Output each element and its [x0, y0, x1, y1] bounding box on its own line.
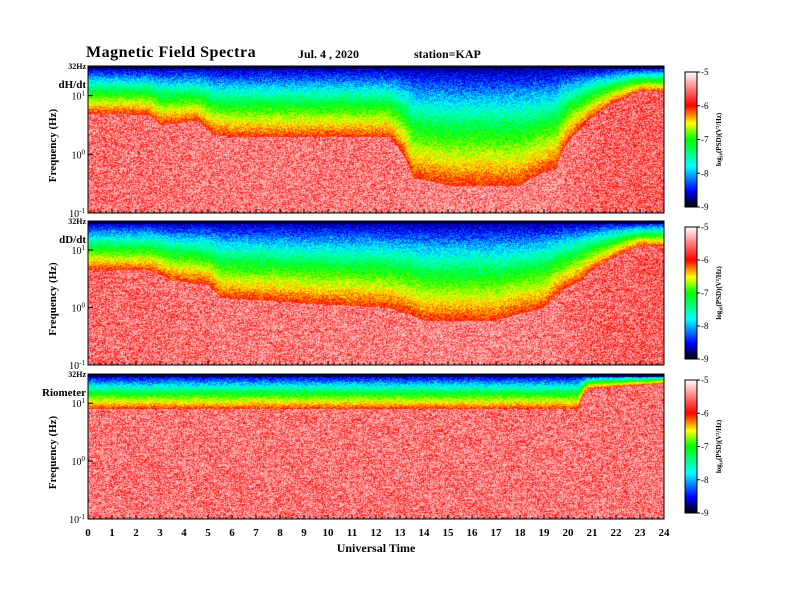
colorbar-tick-label: -5 [701, 222, 709, 232]
x-tick-label: 2 [133, 527, 139, 539]
colorbar-bar [684, 379, 698, 514]
y-tick-label: 10-1 [69, 207, 85, 220]
y-tick-label-top: 32Hz [68, 217, 86, 226]
y-axis-label: Frequency (Hz) [47, 415, 59, 489]
colorbar-tick-label: -7 [701, 288, 709, 298]
spectrogram-image [88, 221, 664, 365]
colorbar-bar [684, 226, 698, 360]
x-tick-label: 12 [371, 527, 383, 539]
y-tick-label: 100 [72, 302, 86, 315]
spectra-panel-3: 32Hz 101 100 10-1 Riometer Frequency (Hz) -5 -6… [42, 370, 723, 526]
station-label: station=KAP [414, 47, 481, 61]
colorbar-label: log₁₀(PSD)(V²/Hz) [715, 112, 723, 166]
panel-label: dD/dt [59, 234, 86, 246]
colorbar-label: log₁₀(PSD)(V²/Hz) [715, 419, 723, 473]
colorbar-label: log₁₀(PSD)(V²/Hz) [715, 266, 723, 320]
x-tick-label: 17 [491, 527, 503, 539]
x-tick-label: 16 [467, 527, 479, 539]
x-tick-label: 10 [323, 527, 335, 539]
y-tick-label: 100 [72, 455, 86, 468]
x-tick-label: 3 [157, 527, 163, 539]
x-tick-label: 24 [659, 527, 671, 539]
x-tick-label: 15 [443, 527, 455, 539]
x-tick-label: 8 [277, 527, 283, 539]
x-tick-label: 19 [539, 527, 551, 539]
x-tick-label: 6 [229, 527, 235, 539]
colorbar-tick-label: -5 [701, 67, 709, 77]
y-tick-label-top: 32Hz [68, 370, 86, 379]
colorbar: -5 -6 -7 -8 -9 log₁₀(PSD)(V²/Hz) [684, 222, 723, 364]
x-tick-label: 20 [563, 527, 575, 539]
colorbar-tick-label: -8 [701, 168, 709, 178]
colorbar-tick-label: -9 [701, 202, 709, 212]
chart-date: Jul. 4 , 2020 [298, 47, 360, 61]
y-tick-label-top: 32Hz [68, 62, 86, 71]
x-tick-label: 1 [109, 527, 115, 539]
colorbar-tick-label: -8 [701, 475, 709, 485]
colorbar-tick-label: -8 [701, 321, 709, 331]
y-tick-label: 101 [72, 90, 86, 103]
panel-label: Riometer [42, 387, 86, 399]
y-axis-label: Frequency (Hz) [47, 262, 59, 336]
colorbar-tick-label: -5 [701, 375, 709, 385]
colorbar-tick-label: -6 [701, 408, 709, 418]
x-tick-label: 23 [635, 527, 647, 539]
y-tick-label: 100 [72, 148, 86, 161]
x-tick-label: 13 [395, 527, 407, 539]
colorbar-tick-label: -7 [701, 442, 709, 452]
colorbar-bar [684, 71, 698, 208]
x-tick-label: 21 [587, 527, 598, 539]
x-tick-label: 9 [301, 527, 307, 539]
colorbar-tick-label: -9 [701, 508, 709, 518]
y-tick-label: 10-1 [69, 513, 85, 526]
spectrogram-image [88, 66, 664, 213]
y-tick-label: 101 [72, 397, 86, 410]
x-tick-label: 4 [181, 527, 187, 539]
x-tick-label: 22 [611, 527, 623, 539]
colorbar-tick-label: -6 [701, 101, 709, 111]
colorbar-tick-label: -7 [701, 135, 709, 145]
y-tick-label: 101 [72, 244, 86, 257]
chart-title: Magnetic Field Spectra [86, 44, 257, 61]
colorbar: -5 -6 -7 -8 -9 log₁₀(PSD)(V²/Hz) [684, 375, 723, 518]
x-axis-label: Universal Time [337, 541, 416, 555]
x-tick-label: 7 [253, 527, 259, 539]
x-tick-label: 11 [347, 527, 357, 539]
spectrogram-image [88, 374, 664, 519]
colorbar-tick-label: -6 [701, 255, 709, 265]
panel-label: dH/dt [58, 79, 86, 91]
x-tick-label: 5 [205, 527, 211, 539]
colorbar-tick-label: -9 [701, 354, 709, 364]
x-tick-label: 18 [515, 527, 527, 539]
x-tick-label: 14 [419, 527, 431, 539]
y-tick-label: 10-1 [69, 359, 85, 372]
x-tick-label: 0 [85, 527, 91, 539]
y-axis-label: Frequency (Hz) [47, 108, 59, 182]
colorbar: -5 -6 -7 -8 -9 log₁₀(PSD)(V²/Hz) [684, 67, 723, 212]
